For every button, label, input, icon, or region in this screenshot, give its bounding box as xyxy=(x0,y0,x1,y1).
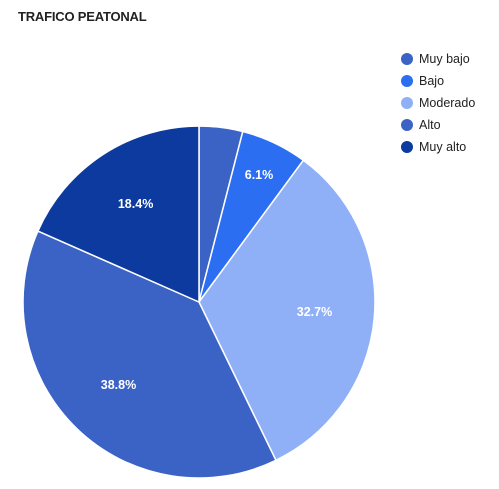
legend-swatch-muy-alto xyxy=(401,141,413,153)
slice-label-bajo: 6.1% xyxy=(245,168,274,182)
pie-slice-muy-alto[interactable] xyxy=(36,125,200,304)
legend-swatch-moderado xyxy=(401,97,413,109)
legend-swatch-muy-bajo xyxy=(401,53,413,65)
pie-slice-moderado[interactable] xyxy=(198,159,376,462)
legend-label-bajo: Bajo xyxy=(419,74,445,88)
legend-item-bajo[interactable]: Bajo xyxy=(401,70,497,92)
legend-item-muy-alto[interactable]: Muy alto xyxy=(401,136,497,158)
slice-label-moderado: 32.7% xyxy=(297,305,332,319)
legend-label-muy-alto: Muy alto xyxy=(419,140,467,154)
legend-label-moderado: Moderado xyxy=(419,96,476,110)
legend-swatch-alto xyxy=(401,119,413,131)
pie-slice-labels: 6.1% 32.7% 38.8% 18.4% xyxy=(101,168,332,392)
legend-label-muy-bajo: Muy bajo xyxy=(419,52,470,66)
legend-item-muy-bajo[interactable]: Muy bajo xyxy=(401,48,497,70)
pie-slice-alto[interactable] xyxy=(22,230,277,479)
slice-label-muy-alto: 18.4% xyxy=(118,197,153,211)
legend-swatch-bajo xyxy=(401,75,413,87)
chart-title: TRAFICO PEATONAL xyxy=(18,9,147,24)
pie-slices xyxy=(22,125,376,479)
legend-item-moderado[interactable]: Moderado xyxy=(401,92,497,114)
legend-item-alto[interactable]: Alto xyxy=(401,114,497,136)
chart-legend: Muy bajo Bajo Moderado Alto Muy alto xyxy=(401,48,497,158)
legend-label-alto: Alto xyxy=(419,118,441,132)
slice-label-alto: 38.8% xyxy=(101,378,136,392)
